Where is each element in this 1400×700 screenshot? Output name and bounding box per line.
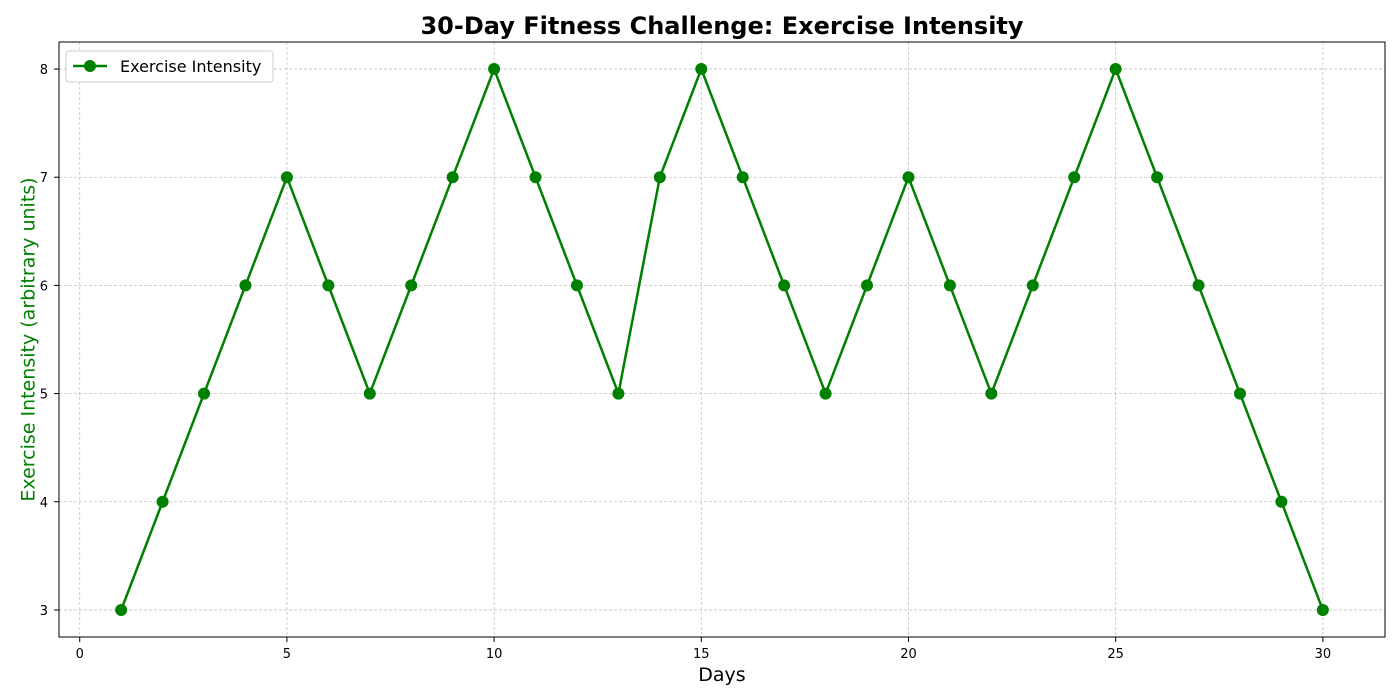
- data-point-day-14: [653, 171, 666, 184]
- data-point-day-13: [612, 387, 625, 400]
- data-point-day-21: [943, 279, 956, 292]
- grid: [59, 42, 1385, 637]
- data-point-day-16: [736, 171, 749, 184]
- data-point-day-17: [778, 279, 791, 292]
- data-point-day-10: [488, 63, 501, 76]
- data-point-day-2: [156, 495, 169, 508]
- chart-title: 30-Day Fitness Challenge: Exercise Inten…: [420, 12, 1023, 40]
- data-point-day-3: [198, 387, 211, 400]
- x-tick-label: 20: [900, 647, 917, 662]
- x-tick-label: 10: [486, 647, 503, 662]
- data-point-day-30: [1316, 603, 1329, 616]
- data-point-day-24: [1068, 171, 1081, 184]
- y-tick-label: 8: [40, 63, 48, 78]
- data-point-day-5: [280, 171, 293, 184]
- x-axis-label: Days: [698, 664, 745, 686]
- data-point-day-26: [1151, 171, 1164, 184]
- data-point-day-1: [115, 603, 128, 616]
- legend-entry-exercise-intensity: Exercise Intensity: [120, 57, 261, 76]
- data-point-day-19: [861, 279, 874, 292]
- legend-marker-swatch: [84, 60, 96, 72]
- data-point-day-22: [985, 387, 998, 400]
- data-point-day-20: [902, 171, 915, 184]
- y-tick-label: 7: [40, 171, 48, 186]
- legend: Exercise Intensity: [65, 50, 274, 83]
- data-point-day-28: [1233, 387, 1246, 400]
- x-tick-label: 15: [693, 647, 710, 662]
- data-point-day-6: [322, 279, 335, 292]
- x-tick-label: 5: [283, 647, 291, 662]
- data-point-day-8: [405, 279, 418, 292]
- data-point-day-15: [695, 63, 708, 76]
- data-point-day-29: [1275, 495, 1288, 508]
- axis-ticks: 0 5 10 15 20 25 30 3 4 5 6 7 8: [40, 63, 1331, 662]
- x-tick-label: 30: [1315, 647, 1332, 662]
- data-point-day-12: [570, 279, 583, 292]
- plot-area-frame: [58, 41, 1386, 638]
- data-point-day-7: [363, 387, 376, 400]
- legend-box: [65, 50, 274, 83]
- y-tick-label: 4: [40, 496, 48, 511]
- data-point-day-4: [239, 279, 252, 292]
- data-point-day-27: [1192, 279, 1205, 292]
- data-point-day-18: [819, 387, 832, 400]
- data-point-day-23: [1026, 279, 1039, 292]
- x-tick-label: 0: [76, 647, 84, 662]
- data-point-day-25: [1109, 63, 1122, 76]
- data-point-day-9: [446, 171, 459, 184]
- series-layer: [115, 63, 1329, 616]
- x-tick-label: 25: [1107, 647, 1124, 662]
- y-tick-label: 5: [40, 388, 48, 403]
- y-tick-label: 3: [40, 604, 48, 619]
- y-tick-label: 6: [40, 279, 48, 294]
- y-axis-label: Exercise Intensity (arbitrary units): [18, 177, 40, 501]
- data-point-day-11: [529, 171, 542, 184]
- series-line-exercise-intensity: [119, 65, 1325, 611]
